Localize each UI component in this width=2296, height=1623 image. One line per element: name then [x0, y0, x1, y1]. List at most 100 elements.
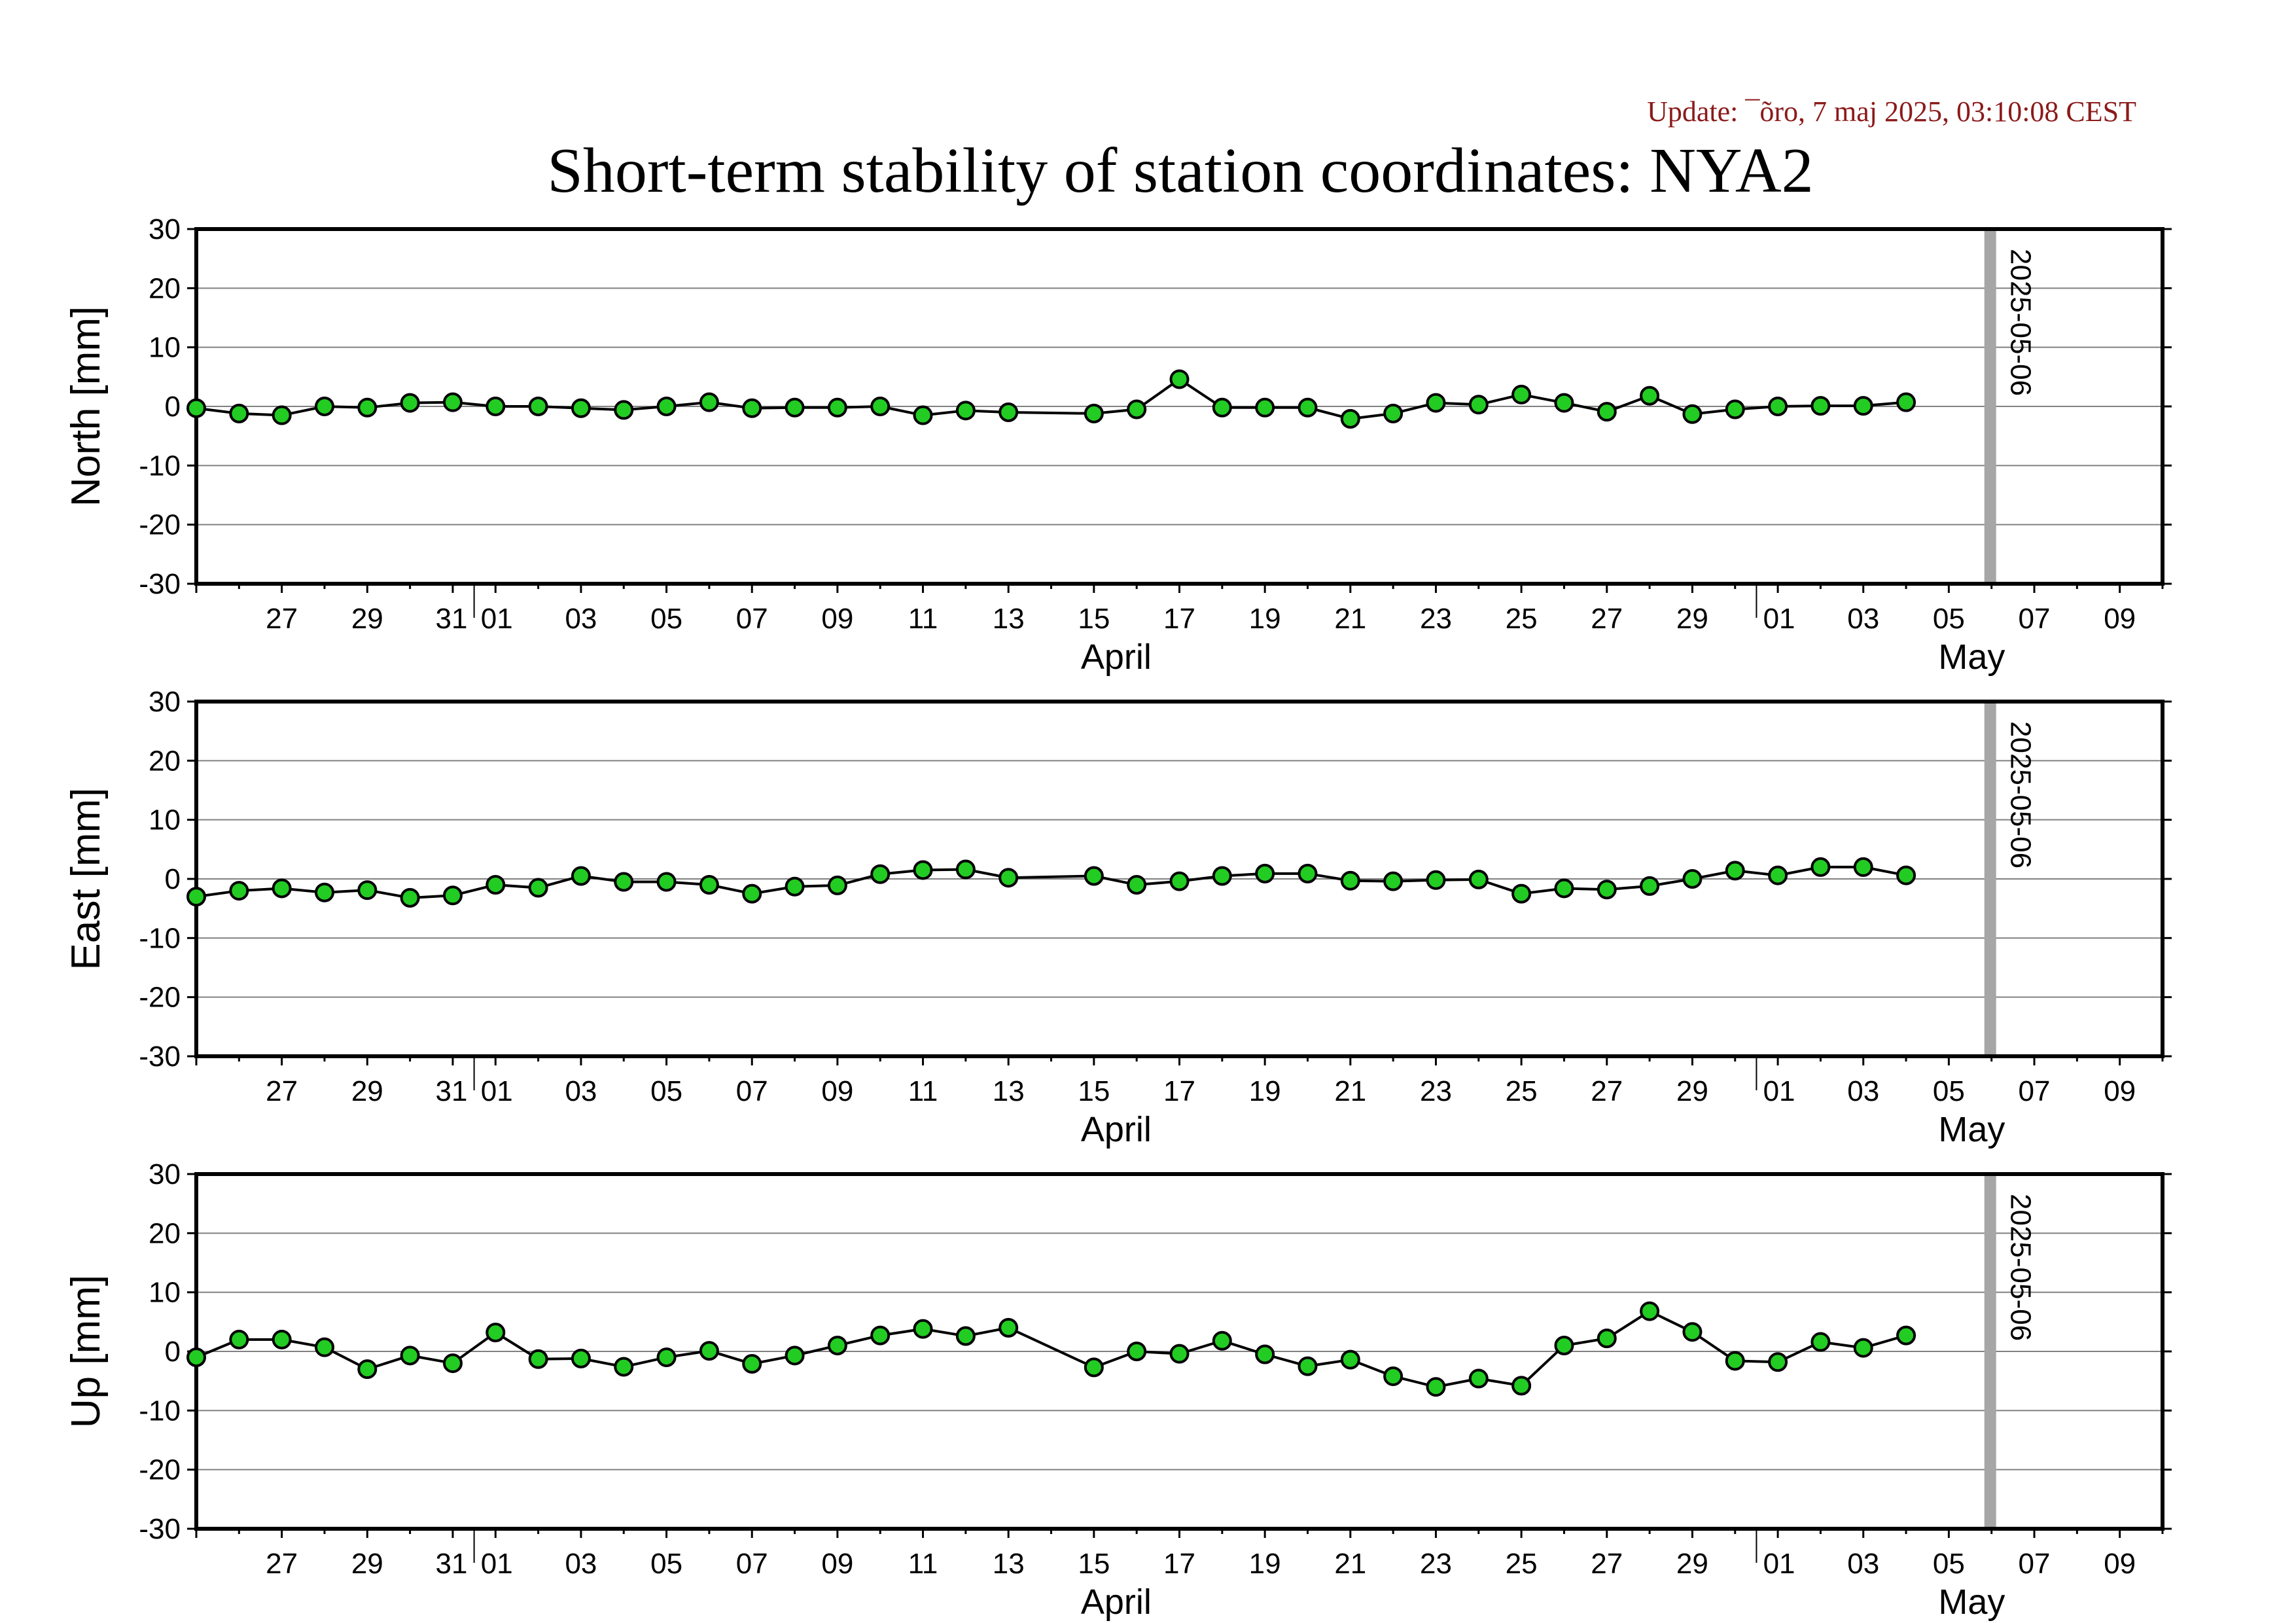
data-point [1682, 404, 1703, 424]
data-point [699, 875, 719, 895]
x-tick-label: 23 [1420, 1548, 1452, 1580]
y-tick-label: 10 [149, 1277, 181, 1309]
data-point [998, 868, 1019, 888]
data-point [870, 397, 891, 416]
y-axis-label: Up [mm] [63, 1275, 109, 1428]
data-point [400, 1346, 420, 1366]
data-point [614, 872, 634, 892]
data-point [357, 397, 378, 418]
x-tick-label: 09 [2104, 603, 2136, 635]
data-point [400, 887, 420, 908]
data-point [1768, 1352, 1788, 1372]
data-point [1511, 1376, 1532, 1396]
x-tick-label: 01 [1763, 603, 1795, 635]
data-point [1212, 397, 1232, 418]
data-point [1768, 865, 1788, 885]
data-point [1682, 869, 1703, 889]
x-tick-label: 03 [565, 1075, 597, 1107]
chart-title: Short-term stability of station coordina… [547, 135, 1813, 206]
data-point [1468, 869, 1489, 889]
x-tick-label: 11 [908, 1548, 938, 1580]
x-tick-label: 01 [1763, 1548, 1795, 1580]
data-point [955, 859, 976, 880]
y-axis-label: East [mm] [63, 787, 109, 970]
x-tick-label: 03 [1847, 1548, 1879, 1580]
x-tick-label: 09 [2104, 1075, 2136, 1107]
data-point [742, 1353, 762, 1374]
x-tick-label: 09 [821, 1075, 853, 1107]
x-tick-label: 13 [993, 1548, 1025, 1580]
y-tick-label: -10 [139, 450, 181, 482]
data-point [827, 1335, 847, 1355]
x-tick-label: 07 [2019, 1548, 2051, 1580]
data-point [1554, 878, 1574, 899]
y-tick-label: 10 [149, 804, 181, 836]
data-point [1298, 1356, 1318, 1376]
data-point [1896, 1325, 1916, 1346]
month-label: May [1938, 637, 2005, 677]
data-point [1896, 392, 1916, 412]
data-point [272, 1329, 292, 1349]
data-point [1340, 408, 1360, 429]
data-point [186, 1347, 206, 1368]
x-tick-label: 27 [1591, 1548, 1623, 1580]
data-point [699, 1341, 719, 1361]
data-point [1084, 1357, 1104, 1378]
x-tick-label: 21 [1334, 1548, 1366, 1580]
x-tick-label: 09 [2104, 1548, 2136, 1580]
y-tick-label: 0 [165, 863, 181, 895]
x-tick-label: 25 [1506, 603, 1538, 635]
data-point [1255, 863, 1275, 883]
data-point [742, 398, 762, 418]
x-tick-label: 17 [1163, 1548, 1195, 1580]
data-point [186, 887, 206, 907]
data-point [1426, 393, 1446, 413]
data-point [1725, 399, 1745, 419]
x-tick-label: 01 [481, 603, 513, 635]
data-point [186, 398, 206, 418]
data-point [998, 402, 1019, 423]
data-point [1383, 1366, 1404, 1386]
x-tick-label: 27 [266, 603, 298, 635]
x-tick-label: 05 [1933, 1075, 1965, 1107]
data-point [870, 1325, 891, 1346]
data-point [1169, 871, 1190, 891]
x-tick-label: 29 [1676, 603, 1708, 635]
data-point [486, 397, 506, 416]
data-point [442, 1353, 463, 1374]
y-tick-label: -10 [139, 922, 181, 954]
data-point [1554, 1335, 1574, 1355]
x-tick-label: 27 [1591, 1075, 1623, 1107]
data-point [827, 875, 847, 895]
data-point [1810, 857, 1831, 877]
y-tick-label: -30 [139, 568, 181, 600]
x-tick-label: 15 [1078, 603, 1110, 635]
month-label: May [1938, 1110, 2005, 1149]
series-line [196, 378, 1907, 421]
month-label: April [1081, 637, 1152, 677]
date-marker-label: 2025-05-06 [2005, 1194, 2037, 1341]
data-point [1682, 1322, 1703, 1342]
data-point [357, 1359, 378, 1380]
data-point [1383, 871, 1404, 891]
x-tick-label: 11 [908, 1075, 938, 1107]
x-tick-label: 05 [1933, 603, 1965, 635]
data-point [314, 397, 334, 416]
y-tick-label: -20 [139, 982, 181, 1014]
x-tick-label: 27 [266, 1075, 298, 1107]
data-point [785, 876, 805, 897]
x-tick-label: 09 [821, 603, 853, 635]
data-point [1426, 870, 1446, 890]
y-tick-label: -30 [139, 1513, 181, 1545]
data-point [314, 1337, 334, 1357]
data-point [229, 403, 249, 423]
x-tick-label: 13 [993, 1075, 1025, 1107]
y-tick-label: -10 [139, 1395, 181, 1427]
x-tick-label: 31 [435, 1548, 467, 1580]
x-tick-label: 07 [736, 603, 768, 635]
data-point [1169, 369, 1190, 389]
data-point [1810, 396, 1831, 416]
x-tick-label: 17 [1163, 1075, 1195, 1107]
x-tick-label: 01 [1763, 1075, 1795, 1107]
